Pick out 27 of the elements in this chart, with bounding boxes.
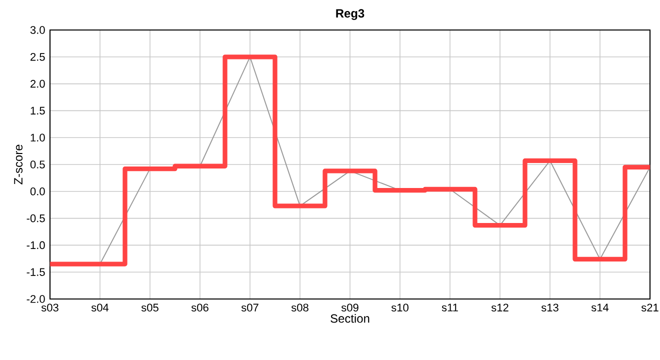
x-tick-label: s03: [41, 304, 58, 312]
x-tick-label: s21: [641, 304, 658, 312]
x-tick-label: s09: [341, 304, 358, 312]
x-tick-label: s06: [191, 304, 208, 312]
x-tick-label: s14: [591, 304, 609, 312]
x-tick-label: s10: [391, 304, 408, 312]
x-tick-label: s08: [291, 304, 308, 312]
y-tick-label: 0.0: [30, 188, 45, 196]
y-tick-label: 2.0: [30, 80, 45, 88]
x-tick-label: s11: [442, 304, 458, 312]
y-tick-label: -2.0: [26, 295, 45, 303]
y-tick-label: 1.0: [30, 134, 45, 142]
y-tick-label: 2.5: [30, 53, 45, 61]
y-axis-title: Z-score: [14, 144, 23, 184]
x-tick-label: s13: [541, 304, 558, 312]
x-tick-label: s12: [491, 304, 508, 312]
x-axis-title: Section: [330, 314, 370, 323]
y-tick-label: 0.5: [30, 160, 45, 168]
y-tick-label: -0.5: [26, 214, 45, 222]
x-tick-label: s07: [241, 304, 258, 312]
y-tick-label: 1.5: [30, 106, 45, 115]
chart-title: Reg3: [336, 9, 364, 20]
x-tick-label: s04: [91, 304, 109, 312]
y-tick-label: -1.0: [26, 241, 45, 250]
x-tick-label: s05: [141, 304, 158, 312]
y-tick-label: 3.0: [30, 26, 45, 34]
y-tick-label: -1.5: [26, 268, 45, 276]
